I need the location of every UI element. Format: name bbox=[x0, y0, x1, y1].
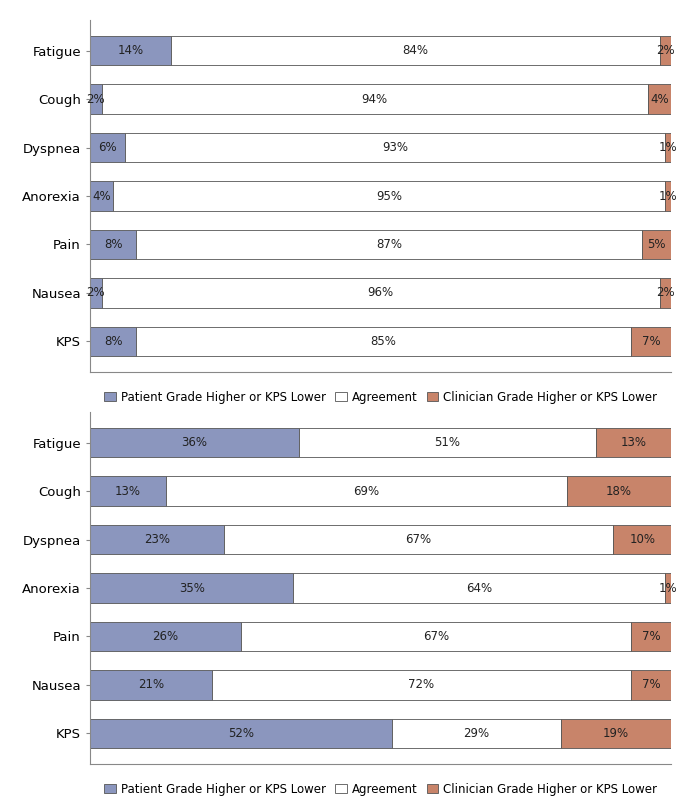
Text: 67%: 67% bbox=[423, 630, 449, 643]
Bar bbox=[102, 85, 648, 114]
Text: 8%: 8% bbox=[104, 238, 122, 251]
Bar bbox=[102, 278, 659, 307]
Bar bbox=[90, 36, 172, 65]
Text: 29%: 29% bbox=[464, 727, 489, 740]
Text: 14%: 14% bbox=[118, 44, 144, 57]
Bar bbox=[392, 719, 561, 748]
Text: 95%: 95% bbox=[376, 190, 402, 202]
Text: 2%: 2% bbox=[86, 93, 105, 106]
Text: 72%: 72% bbox=[408, 678, 435, 691]
Text: 36%: 36% bbox=[181, 436, 208, 449]
Bar bbox=[666, 133, 671, 162]
Bar bbox=[113, 182, 666, 210]
Bar bbox=[561, 719, 671, 748]
Bar bbox=[90, 574, 293, 602]
Bar bbox=[630, 327, 671, 356]
Bar bbox=[90, 719, 392, 748]
Bar bbox=[90, 85, 102, 114]
Text: 51%: 51% bbox=[435, 436, 460, 449]
Text: 10%: 10% bbox=[629, 533, 655, 546]
Text: 93%: 93% bbox=[382, 141, 408, 154]
Text: 35%: 35% bbox=[179, 582, 205, 594]
Text: 1%: 1% bbox=[659, 582, 677, 594]
Bar bbox=[165, 477, 567, 506]
Legend: Patient Grade Higher or KPS Lower, Agreement, Clinician Grade Higher or KPS Lowe: Patient Grade Higher or KPS Lower, Agree… bbox=[99, 778, 662, 800]
Bar bbox=[241, 622, 630, 651]
Bar bbox=[90, 133, 125, 162]
Text: 7%: 7% bbox=[641, 335, 660, 348]
Bar bbox=[90, 525, 224, 554]
Text: 2%: 2% bbox=[656, 44, 675, 57]
Bar bbox=[172, 36, 659, 65]
Bar bbox=[125, 133, 666, 162]
Text: (a): (a) bbox=[367, 434, 394, 451]
Bar bbox=[648, 85, 671, 114]
Text: 21%: 21% bbox=[138, 678, 164, 691]
Bar bbox=[299, 428, 596, 457]
Bar bbox=[630, 622, 671, 651]
Text: 1%: 1% bbox=[659, 141, 677, 154]
Bar bbox=[659, 278, 671, 307]
Bar bbox=[90, 622, 241, 651]
Bar bbox=[630, 670, 671, 699]
Text: 85%: 85% bbox=[371, 335, 397, 348]
Bar bbox=[90, 278, 102, 307]
Bar bbox=[90, 327, 136, 356]
Text: 4%: 4% bbox=[92, 190, 111, 202]
Bar bbox=[212, 670, 630, 699]
Bar bbox=[293, 574, 666, 602]
Text: 26%: 26% bbox=[152, 630, 179, 643]
Bar bbox=[596, 428, 671, 457]
Text: 7%: 7% bbox=[641, 678, 660, 691]
Text: 7%: 7% bbox=[641, 630, 660, 643]
Text: 52%: 52% bbox=[228, 727, 254, 740]
Text: 8%: 8% bbox=[104, 335, 122, 348]
Bar bbox=[90, 182, 113, 210]
Bar bbox=[136, 327, 630, 356]
Bar bbox=[90, 230, 136, 259]
Bar bbox=[666, 182, 671, 210]
Text: 5%: 5% bbox=[648, 238, 666, 251]
Text: 67%: 67% bbox=[406, 533, 431, 546]
Bar bbox=[90, 477, 165, 506]
Bar bbox=[136, 230, 642, 259]
Bar bbox=[224, 525, 613, 554]
Bar bbox=[666, 574, 671, 602]
Text: 64%: 64% bbox=[466, 582, 493, 594]
Text: 6%: 6% bbox=[98, 141, 117, 154]
Text: 96%: 96% bbox=[367, 286, 394, 299]
Bar bbox=[659, 36, 671, 65]
Text: 84%: 84% bbox=[403, 44, 428, 57]
Bar bbox=[90, 670, 212, 699]
Text: 2%: 2% bbox=[656, 286, 675, 299]
Text: 13%: 13% bbox=[115, 485, 140, 498]
Text: 23%: 23% bbox=[144, 533, 170, 546]
Bar bbox=[642, 230, 671, 259]
Text: 19%: 19% bbox=[603, 727, 629, 740]
Text: 1%: 1% bbox=[659, 190, 677, 202]
Text: 94%: 94% bbox=[362, 93, 388, 106]
Text: 2%: 2% bbox=[86, 286, 105, 299]
Text: 69%: 69% bbox=[353, 485, 379, 498]
Text: 87%: 87% bbox=[376, 238, 402, 251]
Bar bbox=[567, 477, 671, 506]
Bar bbox=[613, 525, 671, 554]
Text: 4%: 4% bbox=[650, 93, 669, 106]
Text: 18%: 18% bbox=[606, 485, 632, 498]
Bar bbox=[90, 428, 299, 457]
Text: 13%: 13% bbox=[621, 436, 646, 449]
Legend: Patient Grade Higher or KPS Lower, Agreement, Clinician Grade Higher or KPS Lowe: Patient Grade Higher or KPS Lower, Agree… bbox=[99, 386, 662, 408]
